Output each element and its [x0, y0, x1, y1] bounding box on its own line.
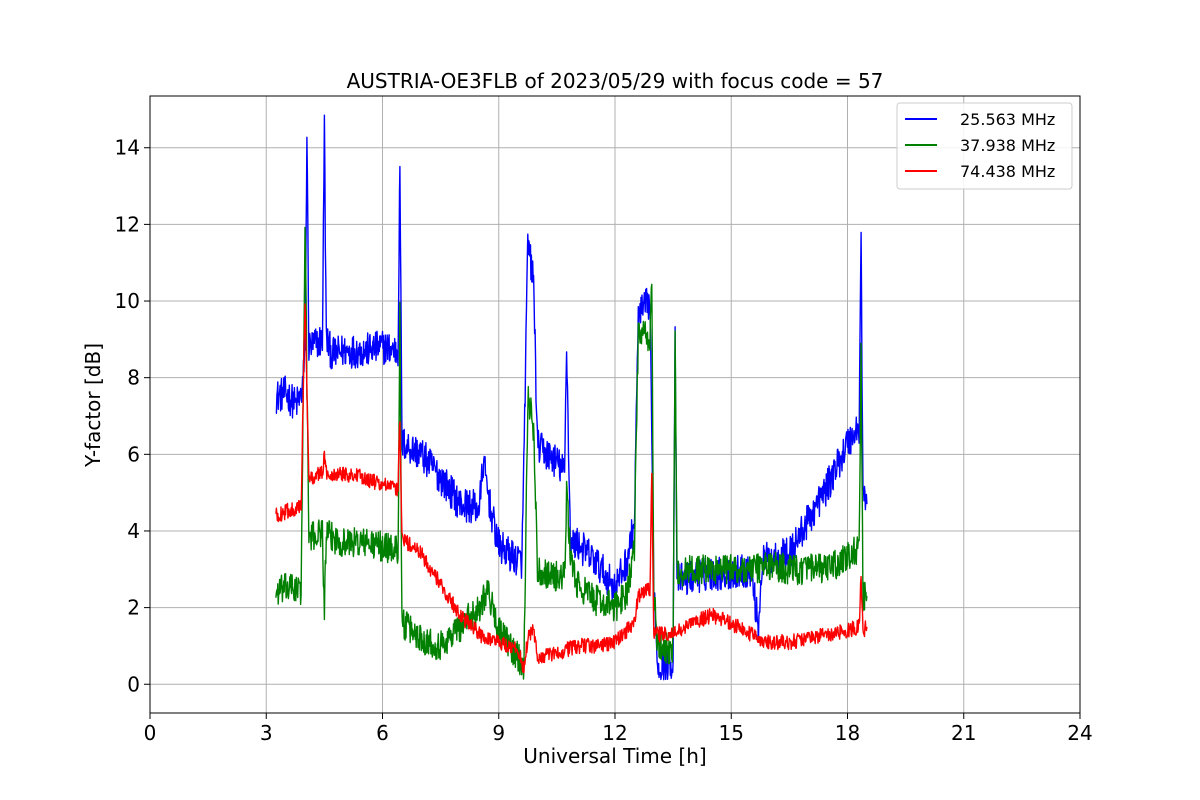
- series-line-3: [275, 303, 868, 674]
- x-tick-label: 12: [602, 721, 627, 745]
- x-tick-label: 15: [719, 721, 744, 745]
- y-tick-label: 2: [127, 596, 140, 620]
- legend: 25.563 MHz 37.938 MHz 74.438 MHz: [896, 102, 1073, 190]
- y-tick-label: 0: [127, 672, 140, 696]
- x-tick-label: 21: [951, 721, 976, 745]
- y-tick-label: 6: [127, 442, 140, 466]
- chart-title: AUSTRIA-OE3FLB of 2023/05/29 with focus …: [347, 69, 884, 93]
- x-tick-label: 18: [835, 721, 860, 745]
- x-tick-label: 24: [1067, 721, 1092, 745]
- y-axis-ticks: 0 2 4 6 8 10 12 14: [115, 136, 150, 696]
- x-tick-label: 3: [260, 721, 273, 745]
- x-axis-label: Universal Time [h]: [523, 744, 706, 768]
- series-line-2: [275, 226, 868, 680]
- y-axis-label: Y-factor [dB]: [81, 343, 105, 468]
- legend-box: [896, 102, 1073, 190]
- legend-label-2: 37.938 MHz: [960, 136, 1055, 155]
- series-layer: [275, 114, 868, 681]
- x-tick-label: 9: [492, 721, 505, 745]
- y-tick-label: 10: [115, 289, 140, 313]
- x-tick-label: 0: [144, 721, 157, 745]
- x-axis-ticks: 0 3 6 9 12 15 18 21 24: [144, 713, 1093, 745]
- y-tick-label: 12: [115, 212, 140, 236]
- x-tick-label: 6: [376, 721, 389, 745]
- legend-label-3: 74.438 MHz: [960, 162, 1055, 181]
- y-tick-label: 4: [127, 519, 140, 543]
- legend-label-1: 25.563 MHz: [960, 110, 1055, 129]
- y-tick-label: 8: [127, 366, 140, 390]
- y-tick-label: 14: [115, 136, 140, 160]
